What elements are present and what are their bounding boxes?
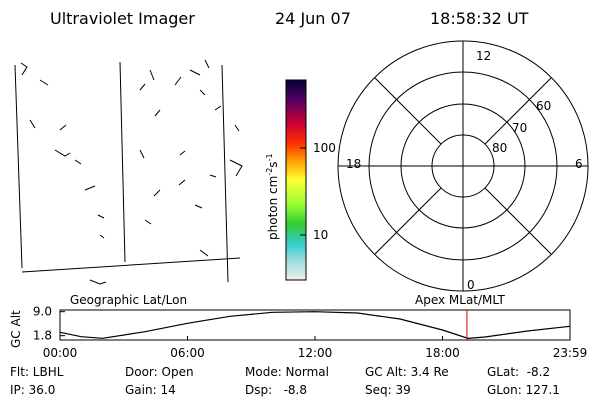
- info-field: GLat: -8.2: [487, 365, 550, 379]
- clock-label: 18: [346, 157, 361, 171]
- x-tick-label: 23:59: [553, 346, 588, 360]
- lat-label: 60: [536, 99, 551, 113]
- info-field: Gain: 14: [125, 383, 176, 397]
- date: 24 Jun 07: [275, 9, 351, 28]
- y-tick-label: 9.0: [33, 305, 52, 319]
- y-axis-label: GC Alt: [9, 310, 23, 348]
- x-tick-label: 00:00: [43, 346, 78, 360]
- info-field: IP: 36.0: [10, 383, 55, 397]
- info-field: Door: Open: [125, 365, 194, 379]
- unit: photon cm: [266, 176, 280, 240]
- info-field: GC Alt: 3.4 Re: [365, 365, 449, 379]
- x-tick-label: 12:00: [298, 346, 333, 360]
- unit: s: [266, 161, 280, 167]
- info-field: Flt: LBHL: [10, 365, 64, 379]
- info-field: Dsp: -8.8: [245, 383, 307, 397]
- info-field: GLon: 127.1: [487, 383, 560, 397]
- x-tick-label: 06:00: [170, 346, 205, 360]
- lat-label: 80: [492, 141, 507, 155]
- colorbar: [285, 79, 307, 281]
- x-tick-label: 18:00: [425, 346, 460, 360]
- polar-grid: [337, 40, 589, 292]
- time: 18:58:32 UT: [430, 9, 529, 28]
- geo-map: [14, 59, 243, 285]
- altitude-line: [59, 311, 571, 339]
- panel-label: Geographic Lat/Lon: [70, 293, 187, 307]
- clock-label: 6: [575, 157, 583, 171]
- colorbar-tick-label: 100: [313, 141, 336, 155]
- unit-exp: -2: [265, 168, 274, 176]
- info-field: Mode: Normal: [245, 365, 329, 379]
- colorbar-tick-label: 10: [313, 228, 328, 242]
- panel-label: Apex MLat/MLT: [415, 293, 505, 307]
- clock-label: 12: [476, 49, 491, 63]
- title: Ultraviolet Imager: [50, 9, 195, 28]
- colorbar-label: photon cm-2s-1: [265, 153, 280, 240]
- unit-exp: -1: [265, 153, 274, 161]
- lat-label: 70: [512, 121, 527, 135]
- y-tick-label: 1.8: [33, 329, 52, 343]
- clock-label: 0: [467, 278, 475, 292]
- info-field: Seq: 39: [365, 383, 411, 397]
